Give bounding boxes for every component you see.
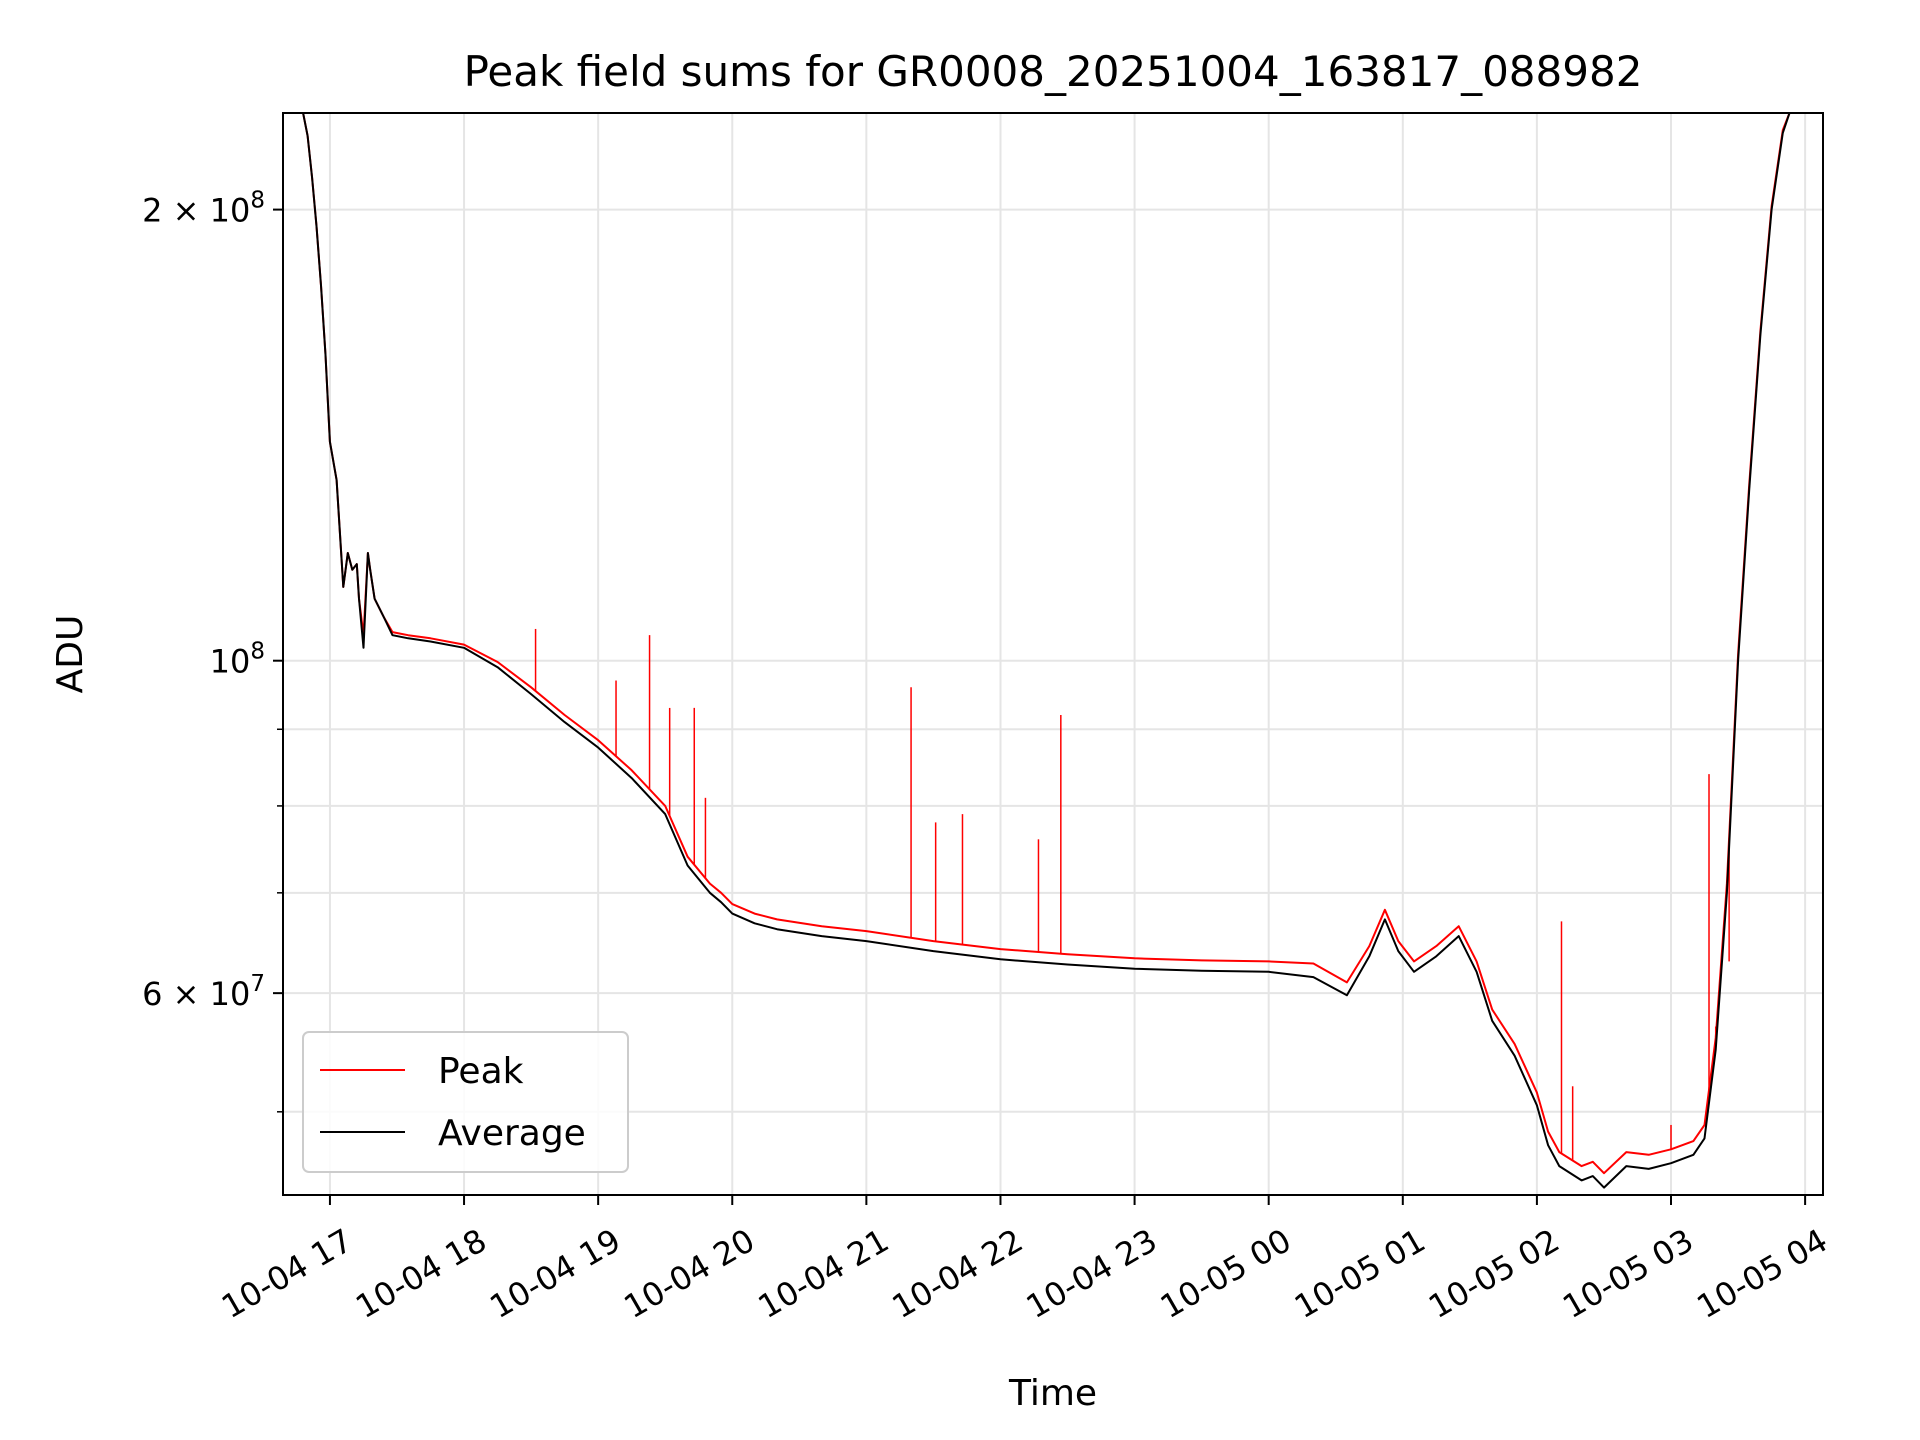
y-axis-ticks: 2 × 108 108 6 × 107 (142, 188, 283, 1113)
legend-label-average: Average (438, 1113, 586, 1154)
plot-area (302, 113, 1791, 1189)
axes-frame (282, 112, 1824, 1196)
x-axis-label: Time (1008, 1373, 1097, 1414)
y-axis-label: ADU (50, 615, 91, 694)
series-average-line (302, 113, 1791, 1189)
legend: Peak Average (302, 1031, 629, 1173)
legend-label-peak: Peak (438, 1051, 524, 1092)
grid (283, 113, 1823, 1195)
chart-title: Peak field sums for GR0008_20251004_1638… (464, 47, 1643, 96)
y-tick-label: 2 × 108 (142, 188, 265, 230)
y-tick-label: 6 × 107 (142, 971, 265, 1013)
y-tick-label: 108 (210, 639, 265, 681)
legend-box (302, 1031, 629, 1173)
